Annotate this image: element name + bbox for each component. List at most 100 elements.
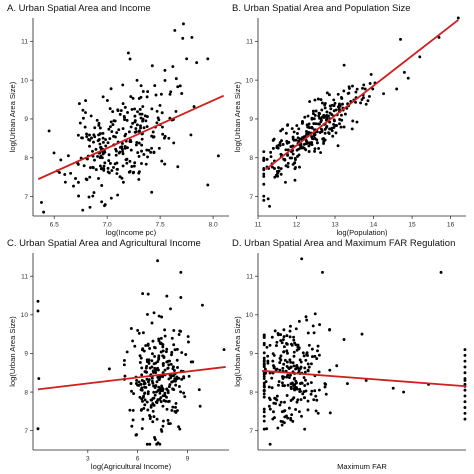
data-point bbox=[155, 417, 159, 421]
data-point bbox=[181, 22, 185, 26]
data-point bbox=[285, 342, 288, 345]
data-point bbox=[305, 123, 309, 127]
data-point bbox=[148, 347, 152, 350]
data-point bbox=[156, 366, 160, 370]
data-point bbox=[292, 130, 296, 134]
data-point bbox=[277, 380, 281, 383]
y-tick-label: 10 bbox=[21, 312, 29, 319]
data-point bbox=[317, 370, 321, 374]
data-point bbox=[171, 365, 175, 369]
data-point bbox=[129, 95, 133, 99]
data-point bbox=[289, 382, 293, 386]
data-point bbox=[121, 127, 125, 131]
data-point bbox=[137, 141, 141, 145]
x-tick-label: 9 bbox=[186, 456, 190, 463]
data-point bbox=[264, 371, 268, 375]
data-point bbox=[110, 169, 114, 172]
data-point bbox=[140, 162, 143, 165]
data-point bbox=[298, 367, 302, 370]
data-point bbox=[339, 96, 343, 99]
data-point bbox=[328, 104, 332, 108]
data-point bbox=[293, 156, 297, 160]
data-point bbox=[143, 403, 147, 407]
data-point bbox=[318, 112, 322, 116]
data-point bbox=[310, 141, 314, 144]
data-point bbox=[311, 112, 315, 116]
data-point bbox=[343, 112, 347, 116]
data-point bbox=[124, 132, 128, 136]
data-point bbox=[76, 180, 80, 184]
data-point bbox=[91, 194, 95, 198]
data-point bbox=[103, 161, 107, 165]
data-point bbox=[329, 107, 333, 111]
data-point bbox=[262, 427, 266, 431]
data-point bbox=[131, 408, 135, 412]
data-point bbox=[83, 125, 87, 129]
chart-panel-4: D. Urban Spatial Area and Maximum FAR Re… bbox=[232, 238, 467, 471]
x-axis-label: log(Income pc) bbox=[106, 228, 157, 237]
data-point bbox=[340, 113, 343, 117]
data-point bbox=[262, 414, 266, 418]
data-point bbox=[133, 344, 137, 348]
data-point bbox=[338, 122, 341, 126]
data-point bbox=[304, 358, 308, 362]
data-point bbox=[283, 358, 287, 362]
data-point bbox=[180, 92, 184, 95]
y-tick-label: 10 bbox=[246, 77, 254, 84]
data-point bbox=[161, 345, 165, 349]
data-point bbox=[155, 399, 159, 403]
data-point bbox=[154, 390, 158, 394]
data-point bbox=[183, 395, 187, 399]
y-tick-label: 10 bbox=[21, 77, 29, 84]
data-point bbox=[361, 86, 364, 90]
data-point bbox=[177, 425, 181, 429]
data-point bbox=[319, 127, 323, 131]
data-point bbox=[170, 350, 174, 354]
data-point bbox=[402, 390, 406, 394]
data-point bbox=[262, 419, 266, 423]
data-point bbox=[116, 167, 119, 171]
data-point bbox=[124, 158, 128, 162]
data-point bbox=[169, 307, 172, 311]
data-point bbox=[369, 72, 373, 76]
data-point bbox=[182, 376, 186, 380]
data-point bbox=[297, 410, 301, 414]
data-point bbox=[437, 35, 441, 39]
data-point bbox=[137, 380, 141, 384]
data-point bbox=[109, 87, 113, 91]
data-point bbox=[323, 103, 327, 107]
x-axis-label: Maximum FAR bbox=[337, 462, 387, 471]
data-point bbox=[108, 161, 112, 165]
data-point bbox=[155, 121, 159, 125]
data-point bbox=[167, 422, 171, 426]
data-point bbox=[364, 102, 368, 106]
data-point bbox=[140, 427, 144, 431]
chart-title: B. Urban Spatial Area and Population Siz… bbox=[232, 3, 411, 14]
data-point bbox=[297, 127, 301, 131]
data-point bbox=[313, 136, 317, 140]
data-point bbox=[300, 257, 304, 261]
data-point bbox=[144, 344, 148, 347]
data-point bbox=[276, 426, 280, 430]
data-point bbox=[263, 385, 266, 389]
data-point bbox=[328, 368, 332, 372]
data-point bbox=[310, 355, 314, 359]
data-point bbox=[463, 379, 467, 382]
data-point bbox=[128, 138, 132, 142]
data-point bbox=[131, 121, 135, 125]
data-point bbox=[130, 165, 134, 168]
data-point bbox=[293, 388, 297, 392]
data-point bbox=[304, 148, 308, 152]
data-point bbox=[273, 167, 276, 170]
data-point bbox=[350, 127, 354, 131]
data-point bbox=[140, 386, 144, 390]
data-point bbox=[96, 139, 100, 143]
data-point bbox=[288, 156, 292, 160]
data-point bbox=[122, 363, 126, 367]
data-point bbox=[368, 82, 372, 85]
data-point bbox=[278, 143, 282, 147]
data-point bbox=[306, 125, 310, 129]
data-point bbox=[169, 90, 173, 94]
data-point bbox=[174, 383, 178, 387]
data-point bbox=[180, 377, 184, 381]
